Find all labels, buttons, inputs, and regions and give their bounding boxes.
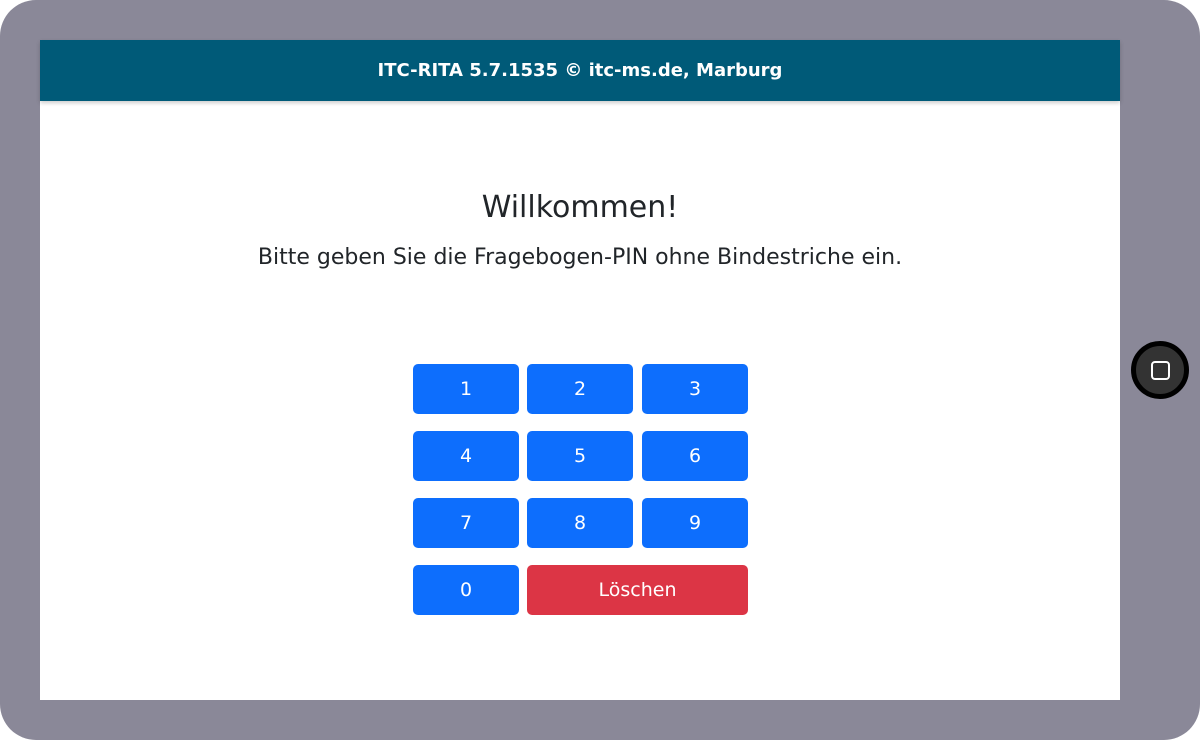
key-7[interactable]: 7 [413, 498, 519, 548]
home-button[interactable] [1131, 341, 1189, 399]
square-icon [1150, 360, 1170, 380]
key-9[interactable]: 9 [642, 498, 748, 548]
key-8[interactable]: 8 [527, 498, 633, 548]
key-4[interactable]: 4 [413, 431, 519, 481]
pin-instruction: Bitte geben Sie die Fragebogen-PIN ohne … [257, 245, 903, 270]
app-title: ITC-RITA 5.7.1535 © itc-ms.de, Marburg [377, 60, 783, 81]
delete-button[interactable]: Löschen [527, 565, 748, 615]
key-2[interactable]: 2 [527, 364, 633, 414]
key-0[interactable]: 0 [413, 565, 519, 615]
key-5[interactable]: 5 [527, 431, 633, 481]
key-3[interactable]: 3 [642, 364, 748, 414]
app-header: ITC-RITA 5.7.1535 © itc-ms.de, Marburg [40, 40, 1120, 101]
welcome-heading: Willkommen! [481, 190, 679, 225]
key-1[interactable]: 1 [413, 364, 519, 414]
key-6[interactable]: 6 [642, 431, 748, 481]
